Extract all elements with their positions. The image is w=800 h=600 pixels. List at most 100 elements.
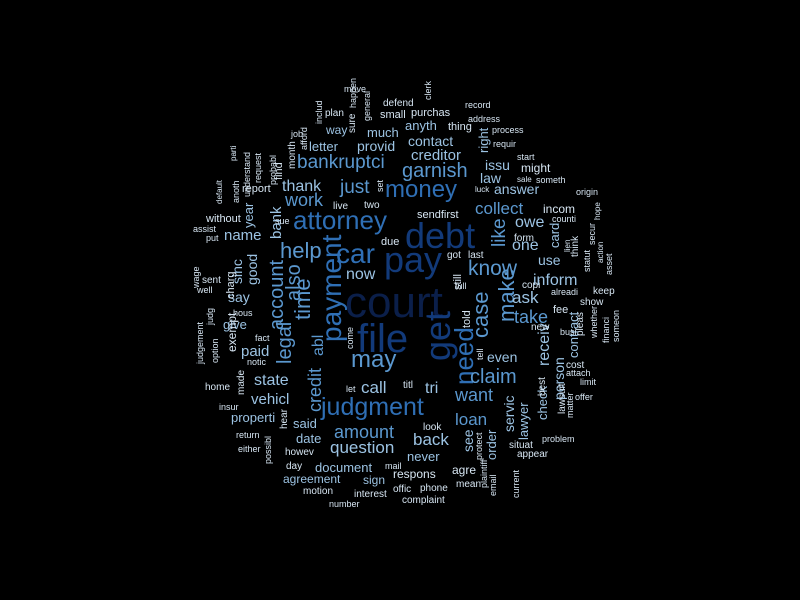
- word-lawyer: lawyer: [516, 402, 531, 440]
- word-requir: requir: [493, 139, 516, 149]
- word-start: start: [517, 152, 535, 162]
- word-check: check: [535, 386, 550, 420]
- word-show: show: [580, 297, 604, 308]
- word-judgment: judgment: [320, 393, 424, 421]
- word-day: day: [286, 461, 302, 472]
- word-payment: payment: [316, 234, 347, 342]
- word-alreadi: alreadi: [551, 287, 578, 297]
- word-sale: sale: [517, 175, 532, 184]
- word-either: either: [238, 444, 261, 454]
- word-best: best: [537, 377, 548, 396]
- word-help: help: [280, 238, 322, 263]
- word-number: number: [329, 499, 360, 509]
- word-even: even: [487, 349, 517, 365]
- word-come: come: [345, 327, 355, 349]
- word-let: let: [346, 384, 356, 394]
- word-luck: luck: [475, 185, 490, 194]
- word-offic: offic: [393, 484, 411, 495]
- word-good: good: [244, 254, 260, 285]
- word-question: question: [330, 438, 394, 457]
- word-titl: titl: [403, 380, 413, 391]
- word-call: call: [361, 378, 387, 397]
- word-sendfirst: sendfirst: [417, 209, 459, 221]
- word-parti: parti: [229, 145, 238, 161]
- word-limit: limit: [580, 377, 596, 387]
- word-get: get: [417, 311, 458, 361]
- word-sign: sign: [363, 473, 385, 487]
- word-know: know: [468, 257, 518, 280]
- word-put: put: [206, 233, 219, 243]
- word-garnish: garnish: [402, 160, 468, 182]
- word-like: like: [489, 218, 510, 247]
- word-set: set: [375, 179, 385, 192]
- word-new: new: [531, 322, 550, 333]
- word-interest: interest: [354, 489, 387, 500]
- word-say: say: [228, 289, 250, 305]
- word-one: one: [512, 237, 539, 254]
- word-order: order: [484, 429, 499, 460]
- word-debt: debt: [405, 215, 475, 256]
- word-request: request: [253, 152, 263, 183]
- word-sinc: sinc: [229, 259, 245, 284]
- word-copi: copi: [522, 280, 540, 291]
- word-file: file: [357, 317, 408, 361]
- word-year: year: [241, 202, 256, 228]
- word-situat: situat: [509, 440, 533, 451]
- word-give: give: [223, 317, 247, 332]
- word-properti: properti: [231, 410, 275, 425]
- word-attorney: attorney: [293, 205, 387, 235]
- word-charg: charg: [225, 271, 237, 299]
- word-hope: hope: [593, 202, 602, 220]
- word-includ: includ: [314, 100, 324, 124]
- word-thank: thank: [282, 178, 322, 195]
- word-exempt: exempt: [225, 312, 239, 352]
- word-see: see: [460, 429, 476, 452]
- word-legal: legal: [274, 322, 296, 364]
- word-agre: agre: [452, 463, 476, 477]
- word-now: now: [346, 266, 376, 283]
- word-contract: contract: [566, 311, 581, 358]
- word-never: never: [407, 449, 440, 464]
- word-default: default: [215, 179, 224, 204]
- word-option: option: [210, 338, 220, 363]
- word-use: use: [538, 252, 561, 268]
- word-car: car: [336, 238, 375, 269]
- word-home: home: [205, 382, 230, 393]
- word-told: told: [461, 310, 473, 328]
- word-keep: keep: [593, 286, 615, 297]
- word-lien: lien: [563, 240, 572, 252]
- word-bank: bank: [268, 206, 285, 239]
- word-month: month: [287, 141, 298, 169]
- word-whether: whether: [589, 306, 599, 339]
- word-cost: cost: [566, 360, 585, 371]
- word-agreement: agreement: [283, 472, 341, 486]
- word-might: might: [521, 161, 551, 175]
- word-assist: assist: [193, 224, 217, 234]
- word-current: current: [511, 469, 521, 498]
- word-tell: tell: [475, 348, 485, 360]
- word-provid: provid: [357, 138, 395, 154]
- word-financi: financi: [601, 317, 611, 343]
- word-action: action: [596, 242, 605, 263]
- word-made: made: [236, 370, 247, 395]
- word-respons: respons: [393, 467, 436, 481]
- word-judg: judg: [205, 308, 215, 326]
- word-case: case: [468, 292, 493, 338]
- word-sue: sue: [275, 216, 290, 226]
- word-much: much: [367, 125, 399, 140]
- word-report: report: [242, 183, 271, 195]
- word-well: well: [196, 285, 213, 295]
- word-got: got: [447, 250, 461, 261]
- word-date: date: [296, 431, 321, 446]
- word-process: process: [492, 125, 524, 135]
- word-notic: notic: [247, 357, 267, 367]
- word-money: money: [385, 176, 457, 203]
- word-answer: answer: [494, 181, 539, 197]
- word-card: card: [547, 223, 562, 248]
- word-mean: mean: [456, 479, 481, 490]
- word-ask: ask: [512, 288, 539, 307]
- word-law: law: [480, 170, 502, 186]
- word-anoth: anoth: [231, 180, 241, 203]
